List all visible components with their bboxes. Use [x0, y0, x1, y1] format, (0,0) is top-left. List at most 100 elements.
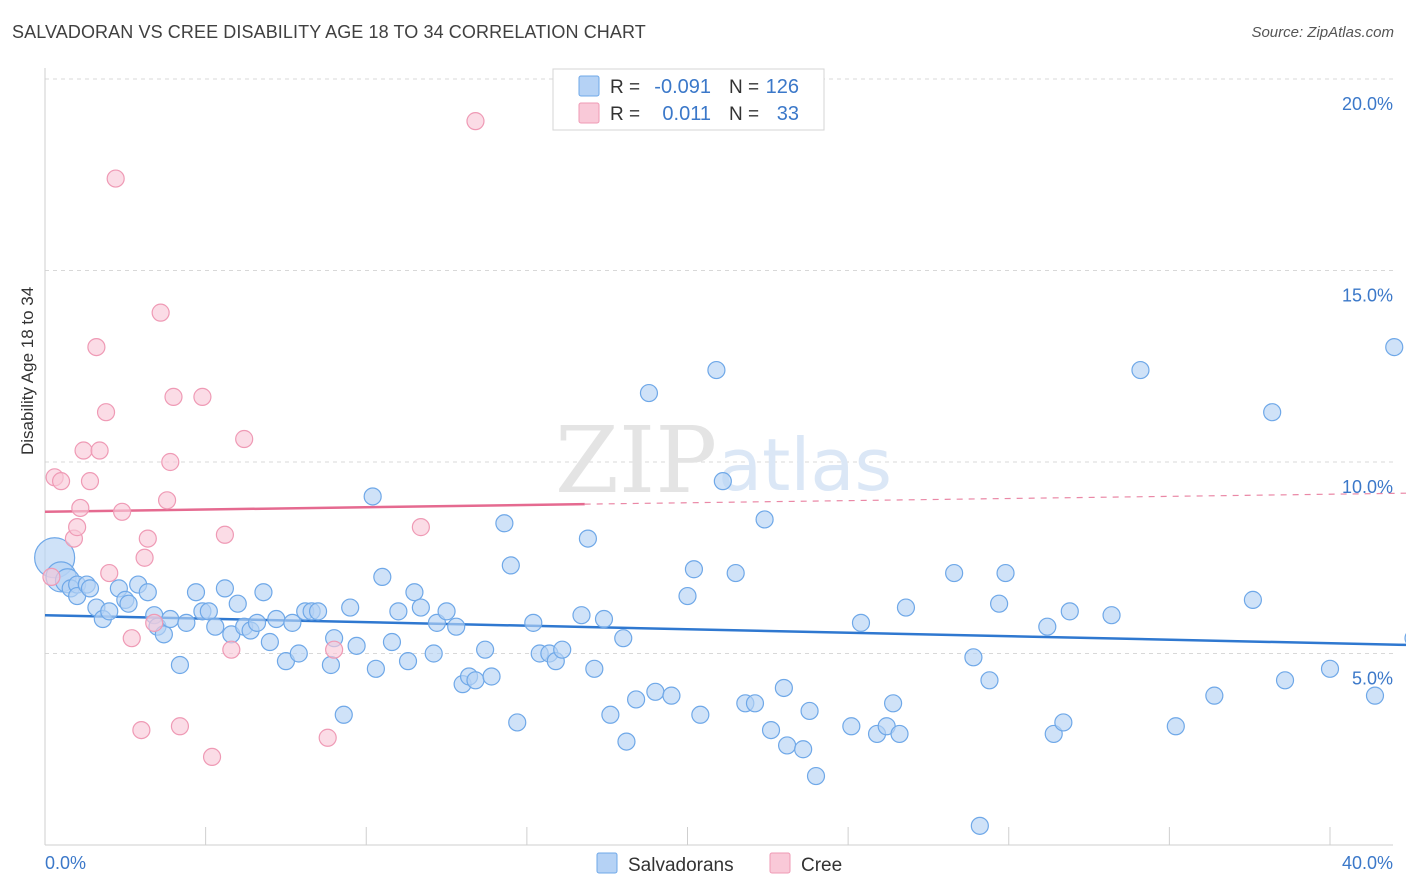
salvadoran-point: [80, 579, 100, 598]
salvadoran-point: [398, 652, 418, 671]
salvadoran-point: [382, 632, 402, 652]
salvadoran-point: [707, 360, 726, 380]
salvadoran-point: [1038, 617, 1057, 636]
cree-point: [170, 717, 190, 736]
salvadoran-point: [761, 720, 781, 740]
salvadoran-point: [476, 640, 495, 659]
salvadoran-point: [851, 613, 871, 632]
salvadoran-point: [308, 602, 328, 621]
salvadoran-point: [970, 816, 989, 835]
cree-point: [90, 441, 109, 460]
salvadoran-point: [1054, 713, 1073, 732]
salvadoran-point: [691, 705, 710, 724]
salvadoran-point: [553, 640, 572, 659]
salvadoran-point: [100, 602, 119, 621]
cree-point: [325, 640, 344, 659]
cree-point: [71, 498, 90, 518]
salvadoran-point: [119, 594, 138, 613]
salvadoran-point: [254, 583, 273, 602]
salvadoran-point: [437, 602, 456, 621]
y-tick-label-10: 10.0%: [1342, 477, 1393, 497]
watermark: ZIP atlas: [555, 407, 892, 514]
salvadoran-point: [777, 736, 797, 755]
cree-point: [151, 303, 170, 322]
salvadoran-point: [800, 701, 819, 721]
salvadoran-point: [1385, 338, 1404, 357]
stats-n-value-1: 126: [766, 76, 799, 98]
salvadoran-point: [890, 724, 909, 744]
salvadoran-point: [389, 602, 408, 621]
salvadoran-point: [774, 678, 793, 698]
legend-swatch-salvadorans[interactable]: [596, 852, 618, 874]
salvadoran-point: [466, 671, 485, 690]
salvadoran-point: [199, 602, 218, 621]
salvadoran-point: [745, 694, 765, 713]
cree-point: [411, 518, 430, 537]
cree-point: [51, 472, 71, 491]
salvadoran-point: [482, 667, 501, 686]
salvadoran-point: [1131, 360, 1150, 380]
legend-label-salvadorans[interactable]: Salvadorans: [628, 855, 734, 876]
stats-n-label-1: N =: [729, 77, 759, 98]
cree-point: [466, 112, 485, 131]
x-tick-label-min: 0.0%: [45, 853, 86, 873]
cree-point: [68, 518, 87, 537]
axes: [44, 68, 1393, 846]
salvadoran-point: [321, 655, 341, 675]
salvadoran-point: [1060, 602, 1079, 621]
source-label: Source: ZipAtlas.com: [1251, 24, 1394, 41]
series-legend: Salvadorans Cree: [596, 852, 842, 876]
stats-r-value-2: 0.011: [662, 103, 711, 125]
salvadoran-point: [247, 613, 267, 632]
cree-point: [135, 548, 154, 567]
cree-point: [193, 387, 212, 406]
salvadoran-point: [572, 606, 591, 625]
cree-point: [74, 441, 93, 460]
stats-n-value-2: 33: [777, 103, 799, 125]
y-tick-label-20: 20.0%: [1342, 94, 1393, 114]
cree-trend-extension: [584, 492, 1406, 505]
salvadoran-point: [684, 560, 704, 579]
salvadoran-point: [215, 579, 234, 598]
salvadoran-point: [424, 644, 443, 663]
stats-r-label-1: R =: [610, 77, 640, 98]
cree-point: [80, 472, 100, 491]
legend-swatch-cree[interactable]: [769, 852, 791, 874]
salvadoran-point: [614, 629, 633, 648]
legend-label-cree[interactable]: Cree: [801, 855, 842, 876]
salvadoran-point: [363, 487, 382, 506]
cree-point: [202, 747, 222, 767]
salvadoran-point: [1205, 686, 1224, 705]
salvadoran-point: [283, 613, 302, 632]
cree-point: [222, 640, 241, 659]
data-points: [34, 112, 1406, 835]
salvadoran-point: [964, 648, 983, 667]
stats-swatch-cree: [578, 102, 600, 124]
cree-point: [42, 567, 61, 587]
salvadoran-point: [170, 655, 190, 675]
salvadoran-point: [1243, 590, 1263, 609]
watermark-atlas: atlas: [718, 423, 892, 507]
salvadoran-point: [495, 514, 514, 533]
salvadoran-point: [639, 383, 659, 403]
cree-point: [87, 338, 106, 357]
salvadoran-point: [678, 586, 697, 606]
salvadoran-point: [662, 686, 681, 705]
chart-title: SALVADORAN VS CREE DISABILITY AGE 18 TO …: [12, 22, 646, 42]
salvadoran-point: [1275, 671, 1295, 690]
salvadoran-point: [1365, 686, 1385, 705]
salvadoran-point: [626, 690, 646, 709]
salvadoran-point: [842, 717, 861, 736]
salvadoran-point: [347, 636, 366, 655]
salvadoran-point: [524, 613, 543, 632]
salvadoran-point: [373, 567, 392, 587]
salvadoran-point: [1102, 606, 1121, 625]
salvadoran-point: [1263, 403, 1282, 422]
stats-n-label-2: N =: [729, 104, 759, 125]
salvadoran-point: [578, 529, 598, 548]
cree-point: [318, 728, 337, 747]
salvadoran-point: [617, 732, 636, 751]
salvadoran-point: [996, 563, 1015, 583]
salvadoran-point: [260, 632, 279, 652]
